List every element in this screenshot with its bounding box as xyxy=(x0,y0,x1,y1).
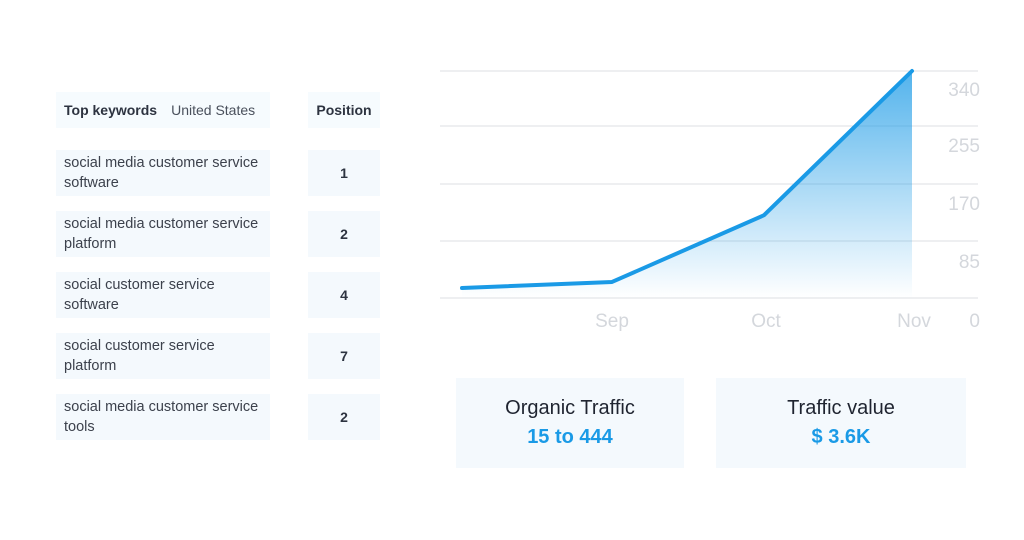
x-tick-label: Sep xyxy=(595,311,629,332)
x-tick-label: Nov xyxy=(897,311,931,332)
traffic-value-label: Traffic value xyxy=(787,397,895,419)
position-cell: 4 xyxy=(308,272,380,318)
keywords-header: Top keywords United States xyxy=(56,92,270,128)
organic-traffic-card: Organic Traffic 15 to 444 xyxy=(456,378,684,468)
y-tick-label: 85 xyxy=(959,252,980,273)
keywords-title: Top keywords xyxy=(64,102,158,118)
position-cell: 1 xyxy=(308,150,380,196)
keywords-location: United States xyxy=(171,102,256,118)
y-tick-label: 255 xyxy=(948,136,980,157)
position-cell: 7 xyxy=(308,333,380,379)
traffic-value-card: Traffic value $ 3.6K xyxy=(716,378,966,468)
keyword-cell: social customer service platform xyxy=(56,333,270,379)
keyword-cell: social media customer service tools xyxy=(56,394,270,440)
keyword-cell: social media customer service software xyxy=(56,150,270,196)
organic-traffic-value: 15 to 444 xyxy=(527,426,613,448)
keyword-cell: social media customer service platform xyxy=(56,211,270,257)
organic-traffic-label: Organic Traffic xyxy=(505,397,635,419)
traffic-line xyxy=(460,69,914,290)
position-header: Position xyxy=(308,92,380,128)
y-tick-label: 170 xyxy=(948,194,980,215)
position-cell: 2 xyxy=(308,394,380,440)
position-cell: 2 xyxy=(308,211,380,257)
traffic-value-value: $ 3.6K xyxy=(811,426,871,448)
y-tick-label: 0 xyxy=(969,311,980,332)
traffic-area xyxy=(462,71,912,298)
y-tick-label: 340 xyxy=(948,80,980,101)
keyword-cell: social customer service software xyxy=(56,272,270,318)
x-tick-label: Oct xyxy=(751,311,781,332)
